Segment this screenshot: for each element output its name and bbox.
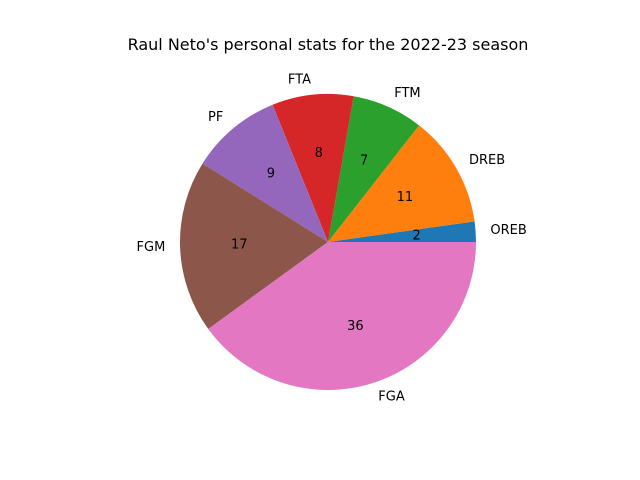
value-label-fta: 8 — [315, 146, 323, 161]
slice-label-ftm: FTM — [394, 86, 420, 101]
chart-title: Raul Neto's personal stats for the 2022-… — [128, 35, 529, 54]
value-label-fgm: 17 — [231, 238, 248, 253]
value-label-fga: 36 — [347, 319, 364, 334]
value-label-pf: 9 — [267, 166, 275, 181]
slice-label-fta: FTA — [288, 73, 311, 88]
pie-slice-fta — [272, 94, 354, 242]
pie-slice-ftm — [328, 96, 420, 243]
slice-labels: OREB DREB FTM FTA PF FGM FGA — [137, 73, 527, 405]
pie-slice-fgm — [179, 163, 328, 329]
value-label-ftm: 7 — [360, 153, 368, 168]
slice-label-pf: PF — [208, 110, 223, 125]
value-label-dreb: 11 — [397, 190, 414, 205]
pie-slice-oreb — [328, 221, 476, 242]
slice-label-dreb: DREB — [469, 153, 505, 168]
pie-slice-fga — [208, 242, 476, 390]
pie-slices — [179, 94, 476, 390]
value-label-oreb: 2 — [412, 228, 420, 243]
pie-slice-pf — [202, 104, 328, 242]
value-labels: 2 11 7 8 9 17 36 — [231, 146, 421, 334]
slice-label-fgm: FGM — [137, 240, 166, 255]
slice-label-fga: FGA — [378, 389, 405, 404]
pie-slice-dreb — [328, 125, 475, 242]
slice-label-oreb: OREB — [490, 223, 526, 238]
